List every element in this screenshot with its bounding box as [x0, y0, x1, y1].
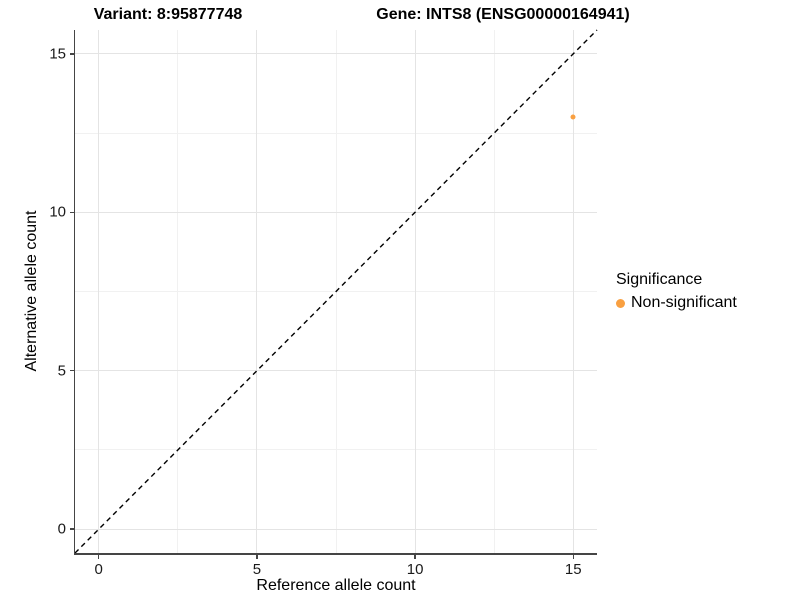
x-tick-mark [572, 554, 575, 559]
plot-title-gene: Gene: INTS8 (ENSG00000164941) [376, 6, 630, 23]
x-tick-label: 5 [252, 561, 262, 578]
plot-panel [74, 29, 598, 554]
x-tick-label: 0 [94, 561, 103, 578]
x-tick-label: 10 [406, 561, 424, 578]
y-axis-line [73, 30, 75, 555]
identity-line [74, 29, 598, 554]
legend-title: Significance [616, 271, 703, 288]
y-tick-mark [69, 369, 74, 372]
legend-item-label: Non-significant [631, 294, 737, 311]
y-tick-label: 10 [49, 203, 66, 221]
y-major-gridline [75, 370, 597, 372]
y-tick-mark [69, 528, 74, 530]
x-major-gridline [414, 30, 416, 553]
y-minor-gridline [75, 132, 597, 134]
y-major-gridline [75, 528, 597, 530]
y-tick-label: 0 [57, 520, 66, 538]
plot-title-variant: Variant: 8:95877748 [93, 6, 243, 23]
x-major-gridline [98, 30, 100, 553]
y-major-gridline [75, 53, 597, 55]
legend-swatch-dot-icon [616, 298, 625, 308]
x-tick-mark [97, 554, 100, 559]
legend: Significance Non-significant [616, 271, 737, 312]
legend-item: Non-significant [616, 294, 737, 312]
y-tick-mark [69, 53, 74, 55]
y-minor-gridline [75, 449, 597, 451]
x-major-gridline [572, 30, 574, 553]
y-axis-label: Alternative allele count [23, 210, 40, 372]
x-major-gridline [256, 30, 258, 553]
x-tick-mark [256, 554, 258, 559]
x-tick-mark [414, 554, 416, 559]
x-axis-label: Reference allele count [256, 577, 416, 594]
y-major-gridline [75, 211, 597, 213]
y-tick-mark [69, 211, 74, 213]
scatter-point [570, 114, 576, 120]
y-tick-label: 15 [49, 45, 66, 63]
y-tick-label: 5 [57, 362, 66, 380]
x-tick-label: 15 [564, 561, 582, 578]
x-axis-line [73, 553, 597, 555]
